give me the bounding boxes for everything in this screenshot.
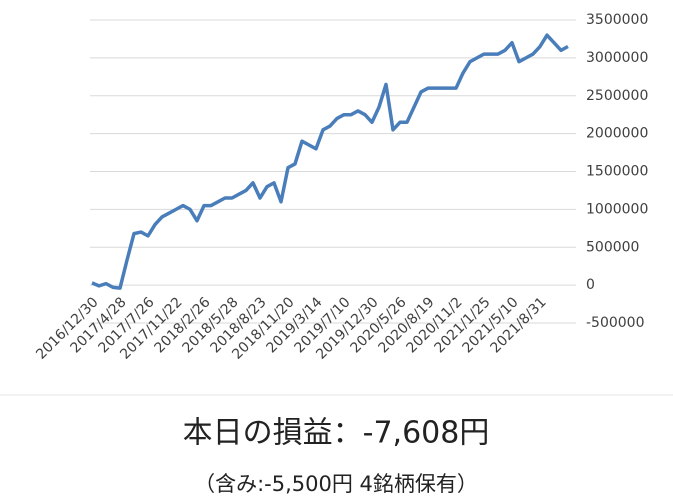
y-tick-label: -500000 bbox=[586, 315, 645, 331]
y-tick-label: 2000000 bbox=[586, 126, 648, 142]
y-tick-label: 1000000 bbox=[586, 201, 648, 217]
y-tick-label: 3500000 bbox=[586, 12, 648, 28]
y-tick-label: 1500000 bbox=[586, 164, 648, 180]
y-tick-label: 500000 bbox=[586, 239, 639, 255]
y-tick-label: 3000000 bbox=[586, 50, 648, 66]
y-tick-label: 2500000 bbox=[586, 88, 648, 104]
holdings-note: （含み:-5,500円 4銘柄保有） bbox=[194, 472, 478, 496]
series-line bbox=[91, 33, 569, 290]
y-tick-label: 0 bbox=[586, 277, 595, 293]
daily-profit: 本日の損益：-7,608円 bbox=[183, 416, 490, 451]
